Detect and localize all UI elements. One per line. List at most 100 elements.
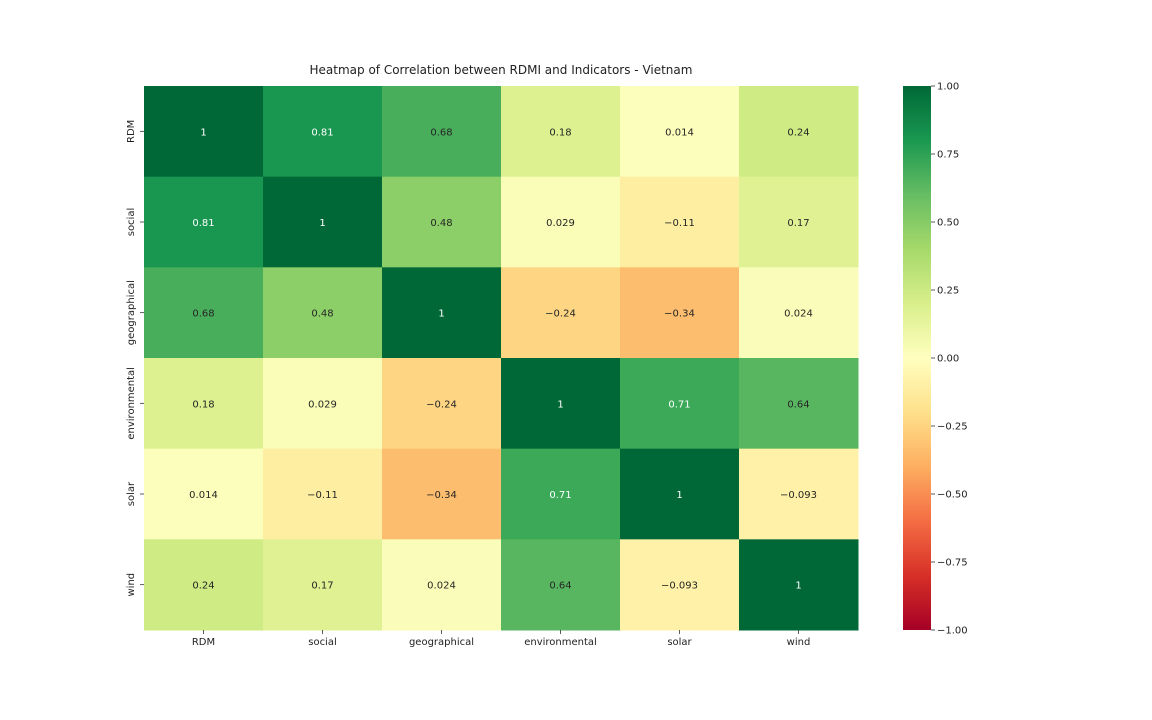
cell-value-label: 1 [200, 127, 206, 138]
cell-value-label: 0.68 [430, 127, 452, 138]
heatmap-cell [382, 358, 502, 450]
cell-value-label: 0.17 [787, 218, 809, 229]
cell-value-label: 0.029 [546, 218, 575, 229]
heatmap-cell [263, 448, 383, 540]
x-tick-label: social [308, 637, 337, 648]
cell-value-label: 0.024 [784, 309, 813, 320]
x-tick-label: solar [667, 637, 692, 648]
cell-value-label: −0.11 [307, 490, 338, 501]
cell-value-label: −0.093 [780, 490, 817, 501]
heatmap-cell [263, 358, 383, 450]
x-tick-label: wind [787, 637, 811, 648]
cell-value-label: 1 [676, 490, 682, 501]
heatmap-cell [263, 176, 383, 268]
heatmap-cell [144, 539, 264, 631]
heatmap-cell [501, 358, 621, 450]
heatmap-cell [501, 539, 621, 631]
cell-value-label: −0.34 [426, 490, 457, 501]
cell-value-label: 0.48 [430, 218, 452, 229]
x-axis: RDM social geographical environmental solar w… [192, 630, 810, 648]
colorbar-tick-label: 0.25 [937, 286, 959, 297]
colorbar: 1.00 0.75 0.50 0.25 0.00 −0.25 −0.50 −0.75 −1.00 [903, 82, 968, 637]
heatmap-cell [501, 86, 621, 178]
cell-value-label: −0.24 [545, 309, 576, 320]
cell-value-label: 0.71 [549, 490, 571, 501]
cell-value-label: 0.24 [192, 581, 214, 592]
heatmap-cell [739, 539, 859, 631]
colorbar-tick-label: 1.00 [937, 82, 959, 93]
heatmap-cell [144, 267, 264, 359]
y-tick-label: wind [126, 573, 137, 597]
cell-value-label: 1 [319, 218, 325, 229]
heatmap-cell [620, 358, 740, 450]
heatmap-cell [620, 448, 740, 540]
cell-value-label: 0.68 [192, 309, 214, 320]
heatmap-cell [144, 358, 264, 450]
chart-title: Heatmap of Correlation between RDMI and … [310, 63, 693, 77]
colorbar-tick-label: 0.00 [937, 354, 959, 365]
heatmap-cell [501, 176, 621, 268]
y-tick-label: geographical [126, 280, 137, 345]
cell-value-label: 0.029 [308, 399, 337, 410]
heatmap-cell [382, 86, 502, 178]
colorbar-tick-label: −1.00 [937, 626, 968, 637]
heatmap-cell [382, 267, 502, 359]
colorbar-scale [903, 86, 931, 630]
colorbar-tick-label: −0.25 [937, 422, 968, 433]
heatmap-cell [263, 86, 383, 178]
x-tick-label: RDM [192, 637, 215, 648]
heatmap-cell [739, 267, 859, 359]
cell-value-label: 0.024 [427, 581, 456, 592]
heatmap-cell [144, 176, 264, 268]
cell-value-label: 0.18 [549, 127, 571, 138]
heatmap-cell [620, 539, 740, 631]
heatmap-cell [620, 267, 740, 359]
cell-value-label: 0.18 [192, 399, 214, 410]
y-tick-label: RDM [126, 120, 137, 143]
cell-value-label: 0.014 [665, 127, 694, 138]
y-tick-label: social [126, 208, 137, 237]
heatmap-cell [501, 448, 621, 540]
cell-value-label: 0.48 [311, 309, 333, 320]
heatmap-cell [620, 86, 740, 178]
colorbar-tick-label: 0.50 [937, 218, 959, 229]
heatmap-cells: 1 0.81 0.68 0.18 0.014 0.24 0.81 1 0.48 0.029 −0.1… [144, 86, 859, 631]
heatmap-cell [382, 539, 502, 631]
cell-value-label: −0.24 [426, 399, 457, 410]
cell-value-label: 0.81 [311, 127, 333, 138]
heatmap-cell [739, 176, 859, 268]
colorbar-tick-label: −0.50 [937, 490, 968, 501]
cell-value-label: 0.014 [189, 490, 218, 501]
cell-value-label: −0.34 [664, 309, 695, 320]
y-tick-label: solar [126, 481, 137, 506]
y-axis: RDM social geographical environmental solar w… [126, 120, 144, 597]
heatmap-cell [144, 86, 264, 178]
heatmap-cell [144, 448, 264, 540]
y-tick-label: environmental [126, 367, 137, 440]
cell-value-label: 0.71 [668, 399, 690, 410]
cell-value-label: −0.11 [664, 218, 695, 229]
colorbar-tick-label: 0.75 [937, 150, 959, 161]
cell-value-label: 0.64 [787, 399, 809, 410]
colorbar-ticks: 1.00 0.75 0.50 0.25 0.00 −0.25 −0.50 −0.75 −1.00 [931, 82, 968, 637]
heatmap-cell [739, 86, 859, 178]
cell-value-label: −0.093 [661, 581, 698, 592]
cell-value-label: 1 [795, 581, 801, 592]
heatmap-cell [263, 539, 383, 631]
cell-value-label: 0.81 [192, 218, 214, 229]
colorbar-tick-label: −0.75 [937, 558, 968, 569]
cell-value-label: 0.64 [549, 581, 571, 592]
x-tick-label: environmental [524, 637, 597, 648]
heatmap-cell [382, 176, 502, 268]
heatmap-cell [620, 176, 740, 268]
cell-value-label: 1 [557, 399, 563, 410]
cell-value-label: 1 [438, 309, 444, 320]
cell-value-label: 0.24 [787, 127, 809, 138]
x-tick-label: geographical [409, 637, 474, 648]
cell-value-label: 0.17 [311, 581, 333, 592]
heatmap-cell [501, 267, 621, 359]
heatmap-cell [382, 448, 502, 540]
heatmap-cell [739, 448, 859, 540]
heatmap-cell [263, 267, 383, 359]
